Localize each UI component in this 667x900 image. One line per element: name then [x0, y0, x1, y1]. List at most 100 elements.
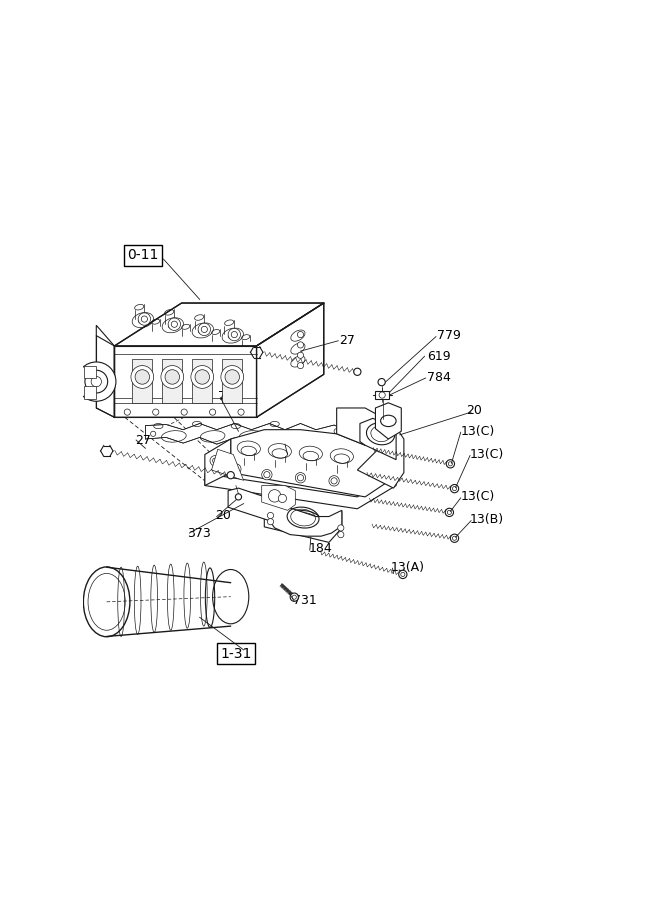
Circle shape: [165, 370, 179, 384]
Circle shape: [235, 494, 241, 500]
Circle shape: [267, 518, 273, 525]
Circle shape: [331, 478, 338, 484]
Circle shape: [141, 316, 147, 322]
Text: 7: 7: [217, 390, 225, 402]
Circle shape: [171, 321, 177, 328]
Circle shape: [131, 365, 153, 388]
Polygon shape: [264, 510, 342, 543]
Circle shape: [209, 409, 215, 415]
Circle shape: [338, 525, 344, 531]
Circle shape: [334, 428, 340, 434]
Circle shape: [448, 462, 452, 466]
Circle shape: [213, 458, 217, 464]
Polygon shape: [337, 408, 404, 488]
Circle shape: [354, 368, 361, 375]
Circle shape: [195, 370, 209, 384]
Polygon shape: [375, 392, 390, 399]
Polygon shape: [84, 386, 96, 399]
Text: 13(C): 13(C): [470, 448, 504, 461]
Circle shape: [263, 472, 270, 478]
Circle shape: [399, 571, 407, 579]
Circle shape: [153, 409, 159, 415]
Circle shape: [331, 439, 337, 445]
Polygon shape: [133, 359, 152, 403]
Polygon shape: [193, 359, 212, 403]
Circle shape: [261, 470, 272, 480]
Circle shape: [329, 476, 340, 486]
Polygon shape: [163, 359, 182, 403]
Circle shape: [168, 318, 181, 330]
Polygon shape: [222, 359, 242, 403]
Circle shape: [401, 572, 405, 577]
Text: 619: 619: [427, 350, 451, 363]
Circle shape: [228, 466, 239, 477]
Polygon shape: [211, 449, 243, 481]
Circle shape: [225, 370, 239, 384]
Circle shape: [135, 370, 149, 384]
Circle shape: [450, 484, 459, 493]
Circle shape: [227, 472, 234, 479]
Circle shape: [181, 409, 187, 415]
Circle shape: [267, 512, 273, 518]
Circle shape: [290, 593, 298, 601]
Polygon shape: [205, 439, 231, 485]
Text: 27: 27: [135, 434, 151, 447]
Polygon shape: [231, 429, 396, 497]
Circle shape: [238, 409, 244, 415]
Text: 13(C): 13(C): [461, 491, 495, 503]
Circle shape: [297, 342, 303, 348]
Text: 373: 373: [187, 526, 211, 540]
Circle shape: [297, 352, 303, 358]
Polygon shape: [96, 325, 115, 418]
Circle shape: [233, 466, 239, 472]
Circle shape: [297, 331, 303, 338]
Polygon shape: [261, 485, 295, 510]
Circle shape: [452, 536, 457, 540]
Circle shape: [452, 487, 457, 491]
Text: 1-31: 1-31: [220, 646, 251, 661]
Polygon shape: [115, 303, 323, 346]
Circle shape: [338, 532, 344, 537]
Circle shape: [138, 313, 151, 325]
Circle shape: [221, 365, 243, 388]
Circle shape: [228, 328, 241, 341]
Text: 1: 1: [280, 437, 287, 451]
Circle shape: [297, 363, 303, 369]
Circle shape: [230, 469, 236, 474]
Circle shape: [446, 460, 454, 468]
Circle shape: [77, 362, 116, 401]
Circle shape: [450, 534, 459, 543]
Circle shape: [268, 490, 281, 502]
Circle shape: [191, 365, 213, 388]
Polygon shape: [376, 403, 402, 439]
Circle shape: [231, 464, 241, 474]
Circle shape: [223, 463, 228, 467]
Polygon shape: [115, 346, 257, 418]
Circle shape: [151, 431, 155, 436]
Text: 13(C): 13(C): [461, 425, 495, 437]
Circle shape: [220, 460, 231, 470]
Circle shape: [297, 474, 303, 481]
Text: 27: 27: [340, 334, 355, 347]
Polygon shape: [84, 365, 96, 378]
Text: 731: 731: [293, 594, 316, 607]
Circle shape: [231, 331, 237, 338]
Circle shape: [292, 595, 296, 599]
Circle shape: [91, 376, 101, 387]
Text: 779: 779: [438, 329, 462, 342]
Circle shape: [293, 438, 298, 443]
Circle shape: [210, 455, 220, 466]
Circle shape: [198, 323, 211, 336]
Text: 20: 20: [215, 509, 231, 522]
Text: 784: 784: [427, 372, 451, 384]
Polygon shape: [205, 472, 396, 508]
Text: 184: 184: [308, 542, 332, 555]
Circle shape: [85, 370, 107, 393]
Text: 13(B): 13(B): [470, 513, 504, 526]
Circle shape: [201, 327, 207, 332]
Polygon shape: [257, 303, 323, 418]
Polygon shape: [228, 488, 342, 536]
Circle shape: [448, 510, 452, 515]
Text: 0-11: 0-11: [127, 248, 159, 263]
Polygon shape: [360, 418, 396, 460]
